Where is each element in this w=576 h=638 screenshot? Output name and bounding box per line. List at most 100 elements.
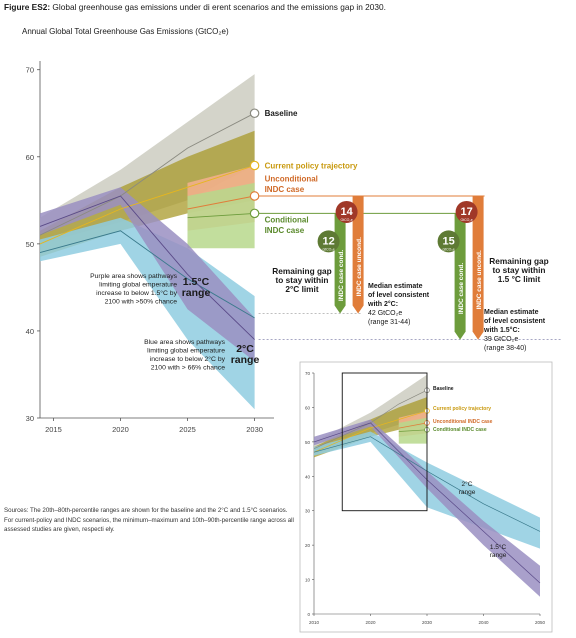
label-baseline: Baseline [265, 109, 298, 118]
inset-range-2c-label: 2°C [462, 480, 473, 488]
gap-badge-12 [317, 230, 340, 253]
inset-legend-label: Baseline [433, 386, 454, 392]
figure-caption-text: Global greenhouse gas emissions under di… [52, 2, 386, 12]
gap-badge-value: 17 [460, 206, 472, 218]
blue-area-note: Blue area shows pathways [144, 339, 225, 346]
median-2c-label: with 2°C: [367, 300, 398, 308]
inset-x-tick-label: 2010 [309, 620, 320, 625]
median-2c-value: (range 31-44) [368, 319, 410, 326]
line-conditional-indc-case [187, 212, 255, 219]
inset-x-tick-label: 2020 [365, 620, 376, 625]
gap-badge-value: 14 [340, 206, 353, 218]
inset-x-tick-label: 2040 [478, 620, 489, 625]
line-current-policy-trajectory [39, 165, 255, 245]
blue-area-note: limiting global emperature [147, 348, 225, 355]
gap-case-label: INDC case cond. [458, 263, 465, 314]
main-chart: 30 40 50 60 70 2015 2020 2025 2030 Baseline Curren… [26, 61, 562, 434]
inset-y-tick-label: 30 [305, 509, 311, 514]
line-unconditional-indc-case [187, 195, 255, 210]
purple-area-note: limiting global emperature [99, 282, 177, 289]
range-2c-label: range [231, 354, 260, 366]
line-1-5-c-range [39, 195, 255, 340]
gap-case-label: INDC case uncond. [356, 237, 363, 296]
median-2c-label: of level consistent [368, 292, 430, 299]
median-15c-label: Median estimate [484, 309, 539, 316]
label-current-policy: Current policy trajectory [265, 161, 358, 170]
marker-conditional-indc-case [249, 208, 260, 219]
figure-label: Figure ES2: [4, 2, 51, 12]
inset-legend-label: Conditional INDC case [433, 427, 487, 433]
range-2c-label: 2°C [236, 343, 254, 355]
median-15c-value: (range 38-40) [484, 345, 526, 352]
inset-legend-label: Current policy trajectory [433, 406, 491, 412]
gap-badge-17 [455, 200, 478, 223]
inset-range-15c-label: 1.5°C [490, 543, 507, 551]
sources-note: Sources: The 20th–80th-percentile ranges… [4, 507, 294, 533]
marker-baseline [249, 108, 260, 119]
median-15c-label: of level consistent [484, 318, 546, 325]
purple-area-note: Purple area shows pathways [90, 273, 177, 280]
gap-badge-unit: GtCO₂e [460, 218, 472, 222]
inset-line-unconditional-indc-case [398, 422, 428, 429]
inset-y-tick-label: 40 [305, 474, 311, 479]
main-y-tick-label: 70 [26, 66, 34, 75]
label-unconditional: Unconditional [265, 175, 318, 184]
inset-range-2c-label-2: range [459, 489, 476, 496]
gap-case-label: INDC case cond. [338, 250, 345, 301]
inset-line-conditional-indc-case [398, 429, 428, 432]
median-15c-label: with 1.5°C: [483, 326, 520, 334]
inset-range-15c-label-2: range [490, 552, 507, 559]
inset-legend-label: Unconditional INDC case [433, 419, 493, 425]
main-y-axis-label: Annual Global Total Greenhouse Gas Emiss… [22, 27, 229, 36]
main-y-tick-label: 30 [26, 414, 34, 423]
main-x-tick-label: 2025 [179, 425, 196, 434]
range-15c-label: 1.5°C [183, 276, 210, 288]
gap-15c-label: 1.5 °C limit [498, 274, 541, 284]
gap-case-label: INDC case uncond. [476, 250, 483, 309]
gap-15c-label: Remaining gap [489, 256, 548, 266]
marker-unconditional-indc-case [249, 191, 260, 201]
band-1-5-c-range [40, 187, 255, 362]
gap-arrow-14 [352, 195, 364, 314]
purple-area-note: 2100 with >50% chance [105, 299, 178, 306]
gap-badge-unit: GtCO₂e [442, 247, 454, 251]
main-x-tick-label: 2015 [45, 425, 62, 434]
gap-badge-unit: GtCO₂e [322, 247, 334, 251]
main-x-tick-label: 2020 [112, 425, 129, 434]
gap-badge-15 [437, 230, 460, 253]
inset-band-1-5-c-range [314, 419, 540, 597]
label-conditional-2: INDC case [265, 226, 305, 235]
label-unconditional-2: INDC case [265, 185, 305, 194]
inset-y-tick-label: 0 [307, 612, 310, 617]
blue-area-note: 2100 with > 66% chance [151, 365, 225, 372]
line-2-c-range [39, 230, 255, 319]
main-y-tick-label: 40 [26, 327, 34, 336]
median-2c-value: 42 GtCO₂e [368, 310, 402, 317]
gap-badge-value: 12 [322, 235, 334, 247]
gap-badge-value: 15 [442, 235, 454, 247]
gap-2c-label: Remaining gap [272, 266, 331, 276]
gap-15c-label: to stay within [492, 265, 545, 275]
inset-y-tick-label: 50 [305, 440, 311, 445]
gap-badge-14 [335, 200, 358, 223]
main-x-tick-label: 2030 [246, 425, 263, 434]
inset-x-tick-label: 2050 [535, 620, 546, 625]
inset-y-tick-label: 70 [305, 371, 311, 376]
gap-2c-label: to stay within [275, 275, 328, 285]
range-15c-label: range [182, 287, 211, 299]
gap-badge-unit: GtCO₂e [340, 218, 352, 222]
median-2c-label: Median estimate [368, 283, 423, 290]
inset-zoom-box [341, 372, 428, 512]
inset-x-tick-label: 2030 [422, 620, 433, 625]
gap-2c-label: 2°C limit [285, 284, 319, 294]
inset-y-tick-label: 60 [305, 405, 311, 410]
label-conditional: Conditional [265, 215, 309, 224]
figure-caption: Figure ES2: Global greenhouse gas emissi… [4, 2, 386, 12]
median-15c-value: 39 GtCO₂e [484, 336, 518, 343]
blue-area-note: increase to below 2°C by [150, 355, 226, 363]
gap-arrow-17 [472, 195, 484, 340]
main-y-tick-label: 60 [26, 153, 34, 162]
inset-y-tick-label: 20 [305, 543, 311, 548]
